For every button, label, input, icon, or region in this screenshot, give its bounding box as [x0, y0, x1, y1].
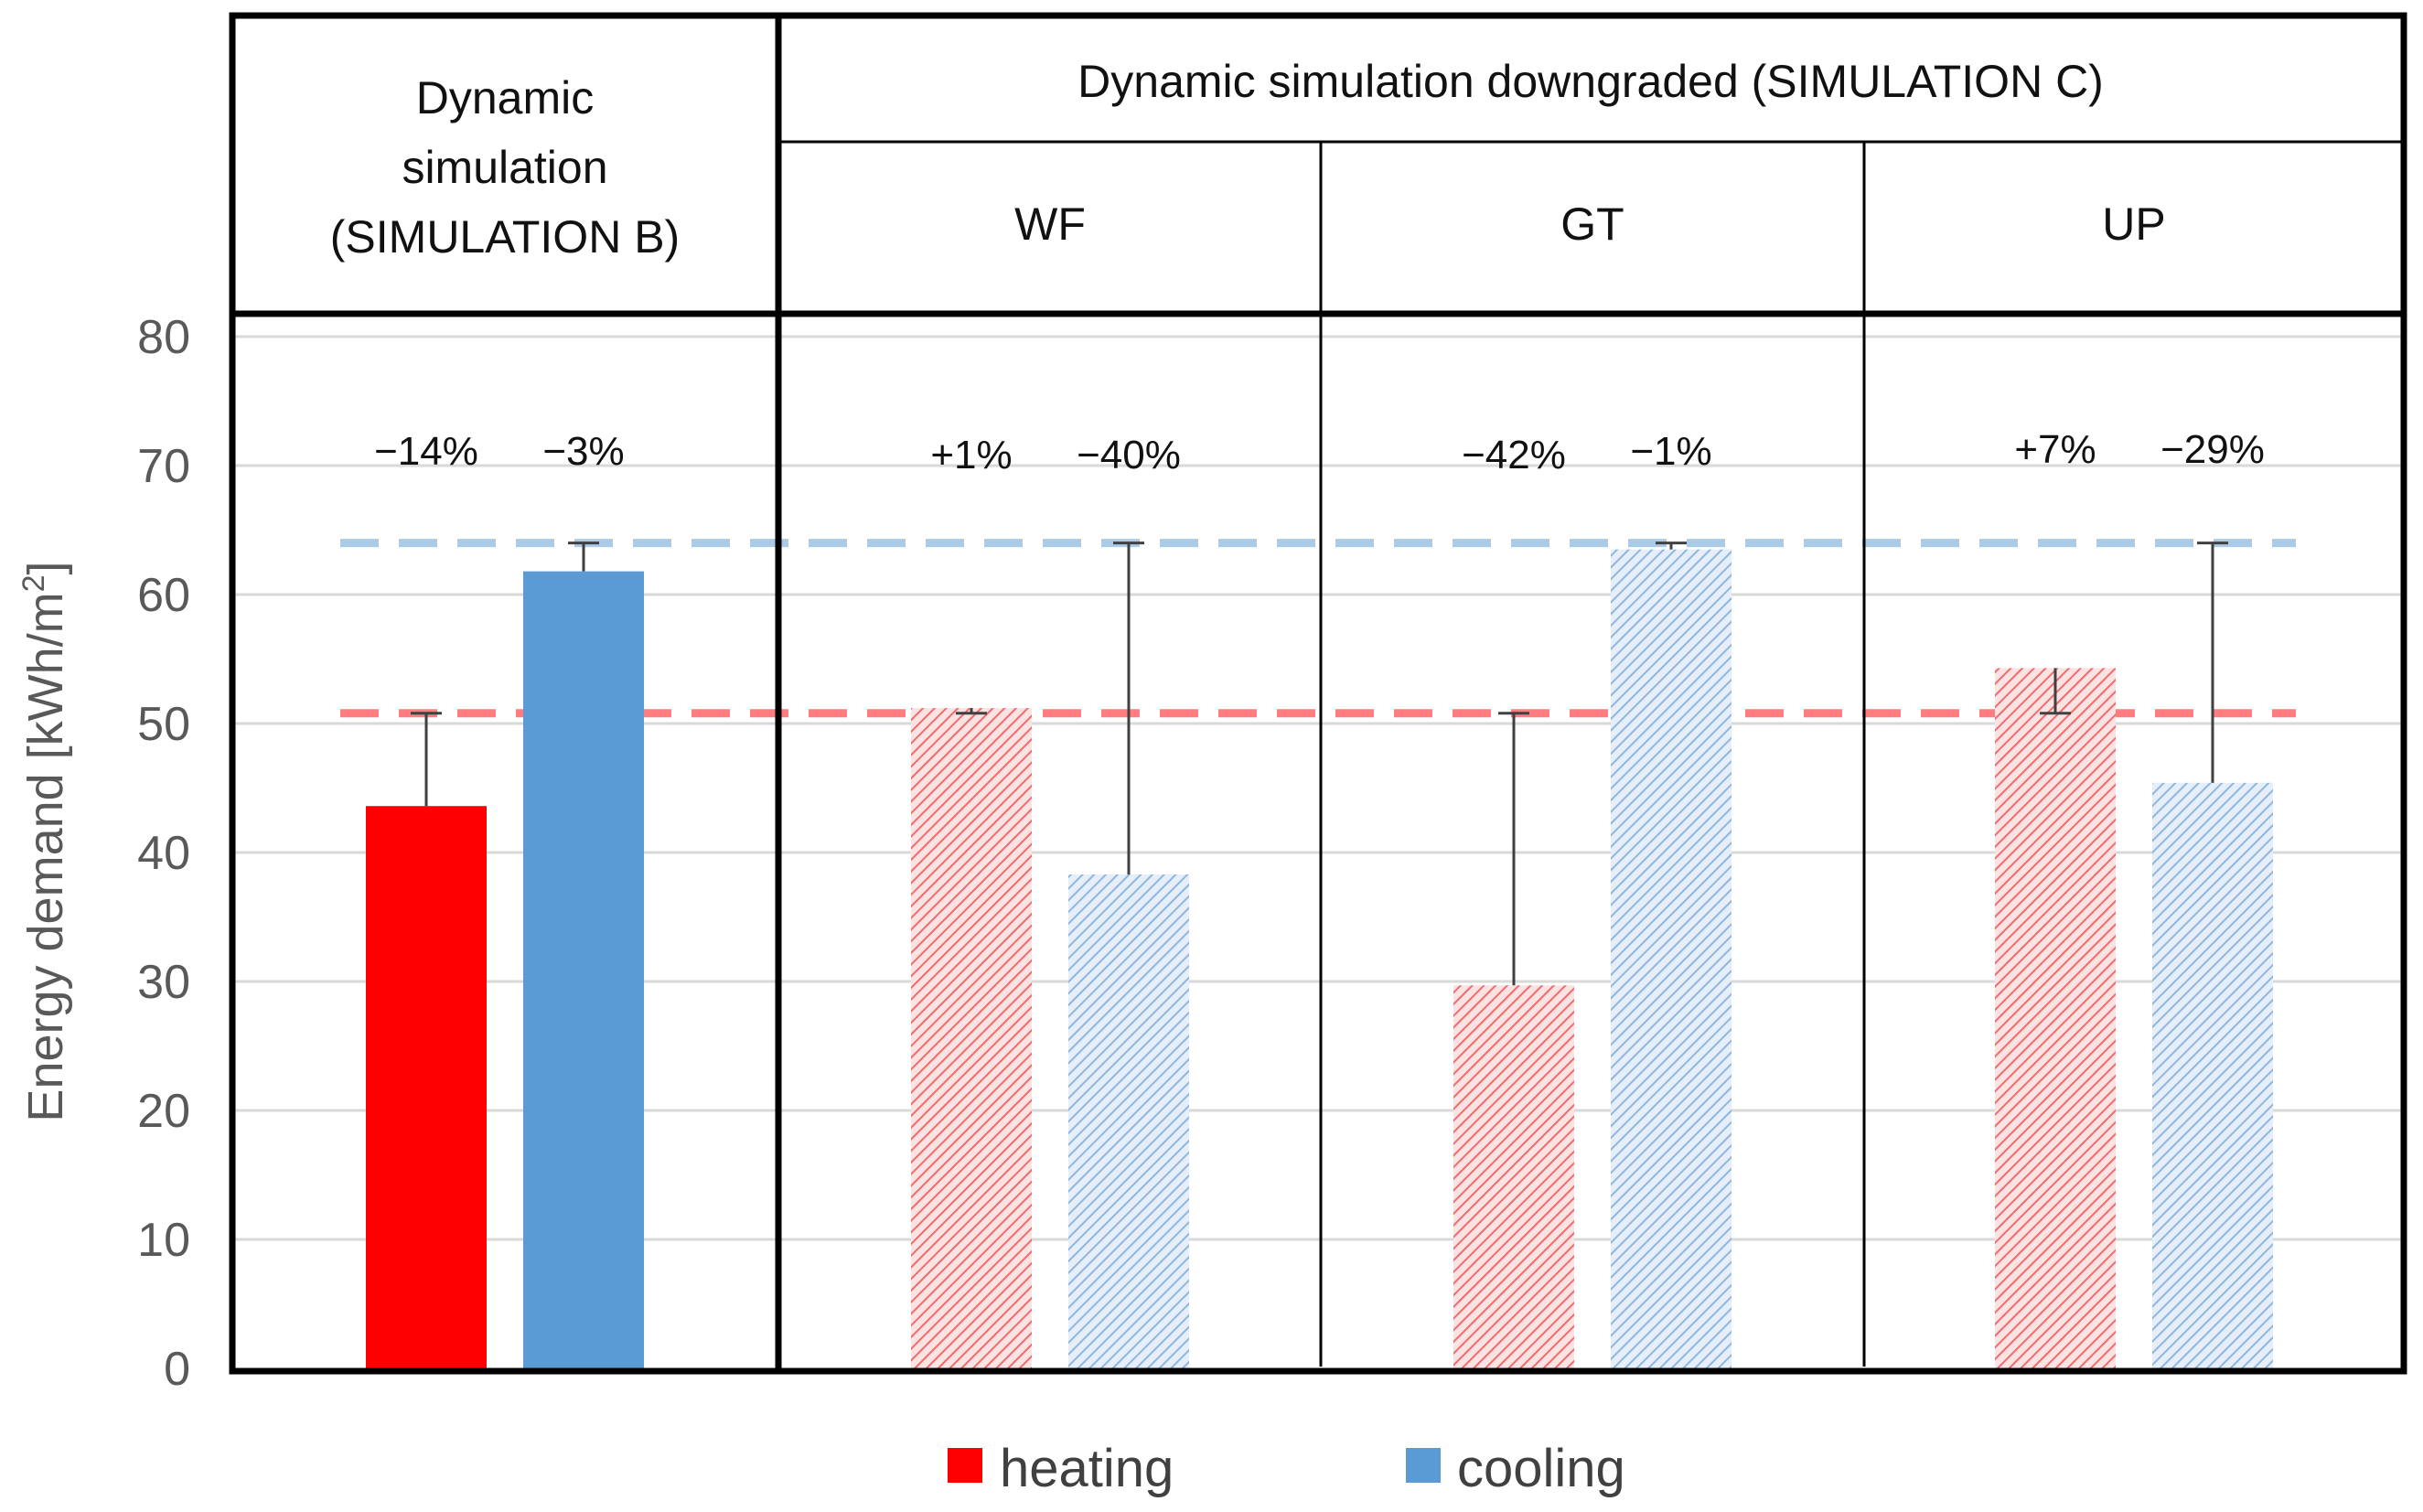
- y-tick-label-60: 60: [137, 569, 190, 622]
- y-tick-label-30: 30: [137, 956, 190, 1009]
- legend-cooling-swatch: [1406, 1448, 1441, 1483]
- cooling-bar-up: [2152, 782, 2273, 1368]
- cooling-percent-label-1: −40%: [1077, 433, 1181, 477]
- y-tick-label-50: 50: [137, 698, 190, 751]
- cooling-bar-simulation-b: [523, 571, 644, 1368]
- cooling-bar-wf: [1068, 874, 1189, 1368]
- plot-frame: [229, 12, 2407, 1375]
- bars: [366, 549, 2273, 1368]
- header-c-title: Dynamic simulation downgraded (SIMULATIO…: [1077, 56, 2104, 107]
- percent-labels: −14% +1% −42% +7% −3% −40% −1% −29%: [374, 427, 2265, 477]
- legend-cooling-label: cooling: [1457, 1439, 1625, 1498]
- column-label-gt: GT: [1560, 198, 1624, 250]
- column-label-wf: WF: [1014, 198, 1086, 250]
- header-b-line3: (SIMULATION B): [330, 211, 680, 263]
- header-b-line2: simulation: [402, 142, 607, 193]
- y-tick-label-40: 40: [137, 827, 190, 880]
- y-tick-label-70: 70: [137, 440, 190, 493]
- legend: heating cooling: [948, 1439, 1625, 1498]
- reference-lines: [340, 539, 2296, 718]
- y-axis-ticks: 0 10 20 30 40 50 60 70 80: [137, 311, 190, 1396]
- y-axis-label: Energy demand [kWh/m2]: [16, 561, 73, 1121]
- cooling-bar-gt: [1611, 549, 1731, 1368]
- cooling-percent-label-3: −29%: [2160, 427, 2265, 472]
- heating-percent-label-1: +1%: [930, 433, 1012, 477]
- heating-bar-wf: [911, 708, 1032, 1368]
- y-tick-label-10: 10: [137, 1214, 190, 1267]
- heating-bar-gt: [1453, 985, 1574, 1368]
- header-b-line1: Dynamic: [416, 72, 594, 123]
- column-label-up: UP: [2102, 198, 2165, 250]
- heating-percent-label-2: −42%: [1462, 433, 1566, 477]
- y-tick-label-20: 20: [137, 1085, 190, 1138]
- cooling-percent-label-0: −3%: [542, 429, 624, 474]
- y-tick-label-0: 0: [164, 1343, 190, 1396]
- legend-heating-swatch: [948, 1448, 982, 1483]
- legend-heating-label: heating: [1000, 1439, 1174, 1498]
- cooling-percent-label-2: −1%: [1630, 429, 1711, 474]
- heating-percent-label-0: −14%: [374, 429, 478, 474]
- error-bars: [411, 542, 2228, 986]
- y-tick-label-80: 80: [137, 311, 190, 364]
- heating-percent-label-3: +7%: [2014, 427, 2096, 472]
- column-headers: Dynamic simulation (SIMULATION B) Dynami…: [330, 56, 2166, 263]
- heating-bar-up: [1995, 668, 2116, 1368]
- heating-bar-simulation-b: [366, 806, 487, 1368]
